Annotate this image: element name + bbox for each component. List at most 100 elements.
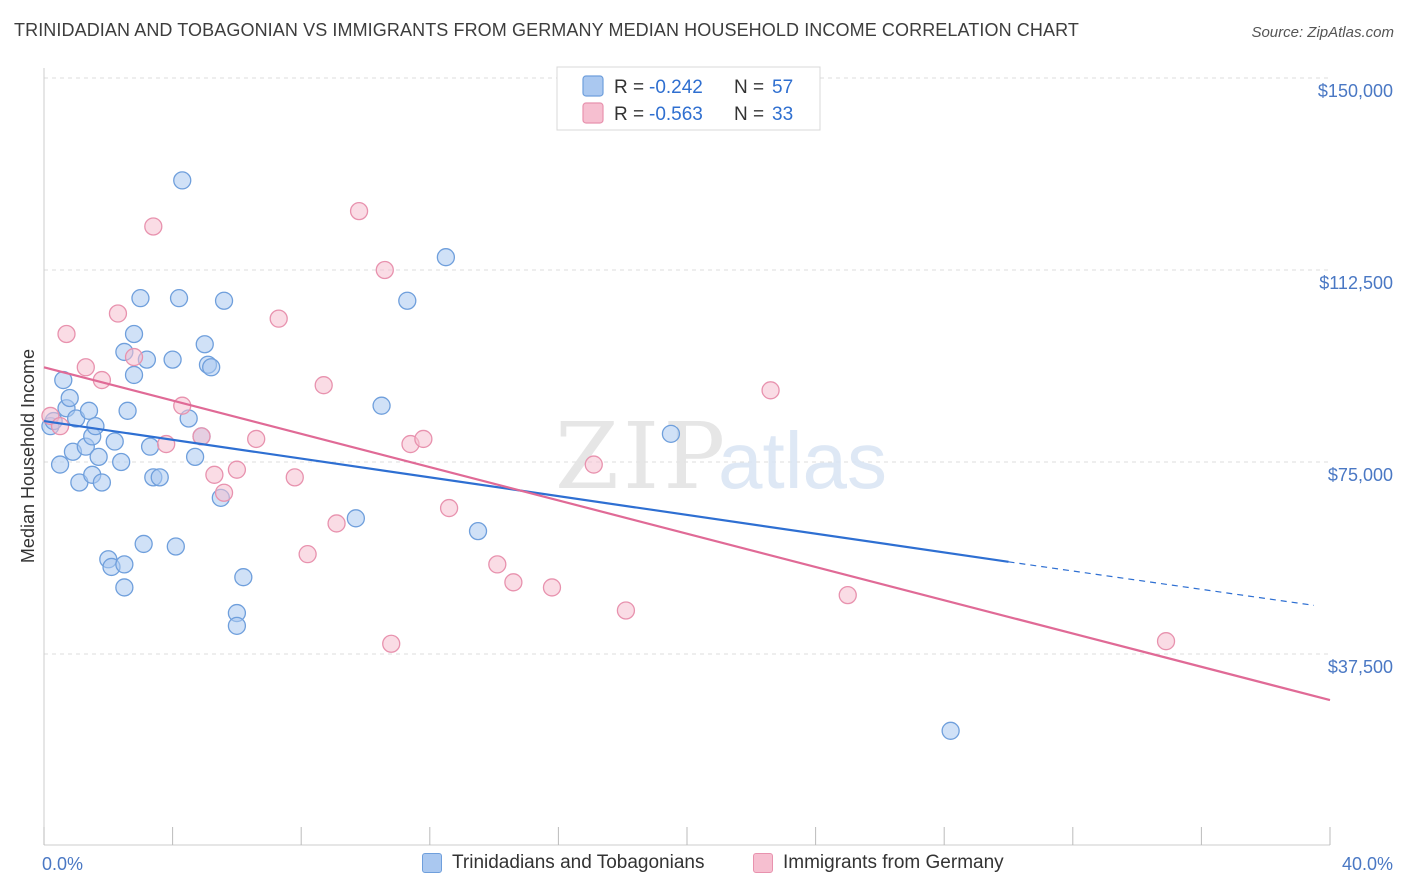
data-point — [584, 455, 603, 474]
data-point — [202, 358, 221, 377]
data-point — [436, 248, 456, 267]
watermark-zip: ZIP — [555, 403, 729, 510]
y-tick-label: $112,500 — [1319, 273, 1393, 293]
legend-r-value-pink: -0.563 — [649, 104, 703, 125]
data-point — [269, 309, 288, 328]
legend-swatch-blue — [582, 75, 604, 97]
bottom-legend-label-blue: Trinidadians and Tobagonians — [452, 852, 705, 873]
data-point — [298, 545, 317, 564]
y-tick-label: $150,000 — [1318, 81, 1393, 101]
legend-swatch-pink — [582, 102, 604, 124]
bottom-legend-swatch-pink — [753, 853, 773, 873]
data-point — [144, 217, 163, 236]
legend-n-value-pink: 33 — [772, 104, 793, 125]
data-point — [195, 335, 214, 354]
y-tick-label: $75,000 — [1328, 465, 1393, 485]
legend-box: R = -0.242 N = 57 R = -0.563 N = 33 — [556, 66, 821, 131]
data-point — [382, 634, 401, 653]
trend-line-blue-extension — [1008, 561, 1315, 606]
legend-n-value-blue: 57 — [772, 77, 793, 98]
legend-n-label-blue: N = — [734, 77, 764, 98]
data-point — [327, 514, 346, 533]
trend-line-pink — [43, 366, 1331, 702]
data-point — [79, 401, 99, 420]
bottom-legend-swatch-blue — [422, 853, 442, 873]
data-point — [115, 578, 134, 597]
y-tick-label: $37,500 — [1328, 657, 1393, 677]
data-point — [134, 534, 153, 554]
data-point — [118, 401, 137, 420]
data-point — [112, 452, 131, 472]
legend-r-value-blue: -0.242 — [649, 77, 703, 98]
data-point — [205, 465, 224, 484]
data-point — [166, 537, 185, 556]
data-point — [214, 291, 234, 310]
axes — [43, 68, 1331, 846]
legend-r-label-blue: R = — [614, 77, 644, 98]
x-tick-label: 40.0% — [1342, 854, 1393, 874]
data-point — [163, 350, 182, 369]
data-point — [1156, 632, 1176, 651]
bottom-legend-item-blue: Trinidadians and Tobagonians — [422, 852, 704, 874]
data-point — [124, 324, 144, 344]
grid-lines — [44, 77, 1330, 655]
data-point — [105, 432, 124, 451]
data-point — [124, 347, 144, 367]
data-point — [542, 578, 562, 597]
data-point — [234, 568, 253, 587]
data-point — [941, 721, 960, 740]
data-point — [398, 291, 417, 310]
y-tick-labels: $37,500 $75,000 $112,500 $150,000 — [1318, 81, 1393, 677]
data-point — [124, 365, 144, 385]
data-point — [504, 573, 523, 592]
trend-lines — [43, 366, 1331, 702]
y-axis-label: Median Household Income — [18, 349, 38, 563]
chart-title: TRINIDADIAN AND TOBAGONIAN VS IMMIGRANTS… — [14, 20, 1079, 40]
data-point — [150, 468, 169, 487]
data-point — [214, 483, 234, 502]
data-point — [140, 437, 160, 456]
data-point — [439, 498, 459, 518]
source-credit: Source: ZipAtlas.com — [1251, 24, 1394, 41]
data-point — [76, 358, 95, 377]
data-point — [247, 429, 266, 449]
data-point — [375, 260, 394, 280]
data-point — [761, 381, 780, 400]
data-point — [488, 555, 507, 574]
x-tick-labels: 0.0% 40.0% — [42, 854, 1393, 874]
data-point — [131, 289, 150, 308]
watermark: ZIP atlas — [555, 403, 887, 510]
bottom-legend: Trinidadians and Tobagonians Immigrants … — [0, 852, 1406, 878]
data-point — [185, 447, 205, 467]
data-point — [50, 417, 70, 436]
data-point — [92, 473, 112, 492]
data-point — [227, 460, 247, 479]
data-point — [661, 424, 681, 443]
data-point — [50, 455, 70, 474]
x-tick-label: 0.0% — [42, 854, 83, 874]
data-point — [115, 555, 134, 574]
data-point — [468, 521, 488, 541]
data-point — [86, 417, 105, 436]
data-point — [314, 376, 333, 395]
data-point — [169, 289, 189, 308]
data-point — [227, 616, 247, 635]
data-point — [285, 468, 304, 487]
watermark-atlas: atlas — [718, 416, 887, 505]
data-point — [346, 509, 366, 528]
bottom-legend-item-pink: Immigrants from Germany — [753, 852, 1004, 874]
bottom-legend-label-pink: Immigrants from Germany — [783, 852, 1004, 873]
data-point — [616, 601, 636, 620]
data-point — [173, 171, 192, 190]
data-point — [372, 396, 391, 415]
data-point — [414, 429, 433, 449]
data-point — [60, 388, 79, 408]
data-point — [57, 324, 76, 344]
series-pink-points — [41, 201, 1176, 653]
data-point — [108, 304, 128, 323]
data-point — [349, 201, 369, 221]
legend-r-label-pink: R = — [614, 104, 644, 125]
data-point — [838, 585, 857, 605]
data-point — [89, 447, 108, 467]
